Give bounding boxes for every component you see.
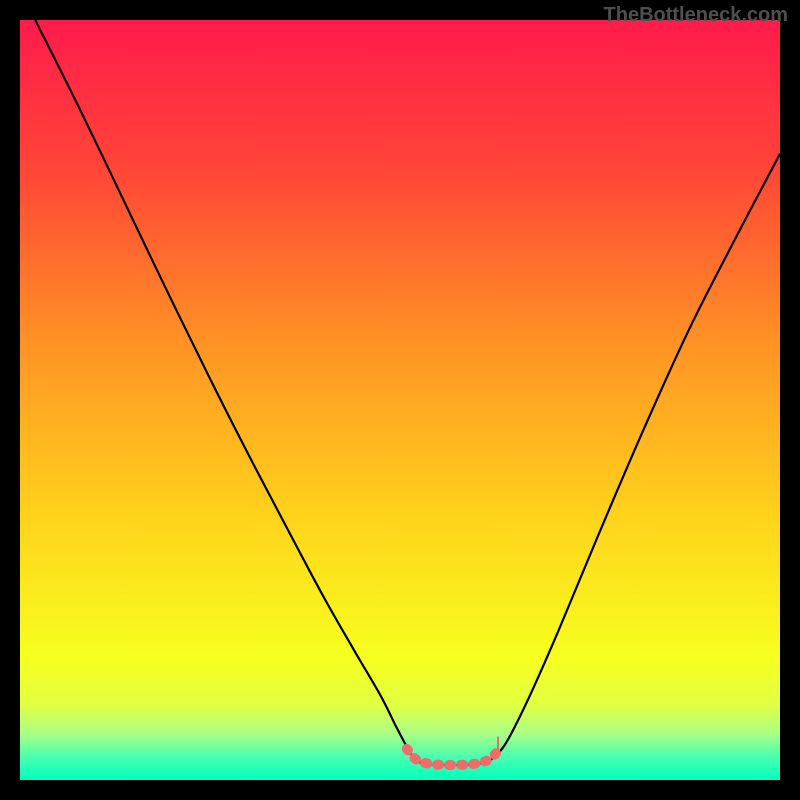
watermark-text: TheBottleneck.com: [604, 4, 788, 27]
chart-stage: TheBottleneck.com: [0, 0, 800, 800]
gradient-plot-area: [20, 20, 780, 780]
bottleneck-chart: [0, 0, 800, 800]
